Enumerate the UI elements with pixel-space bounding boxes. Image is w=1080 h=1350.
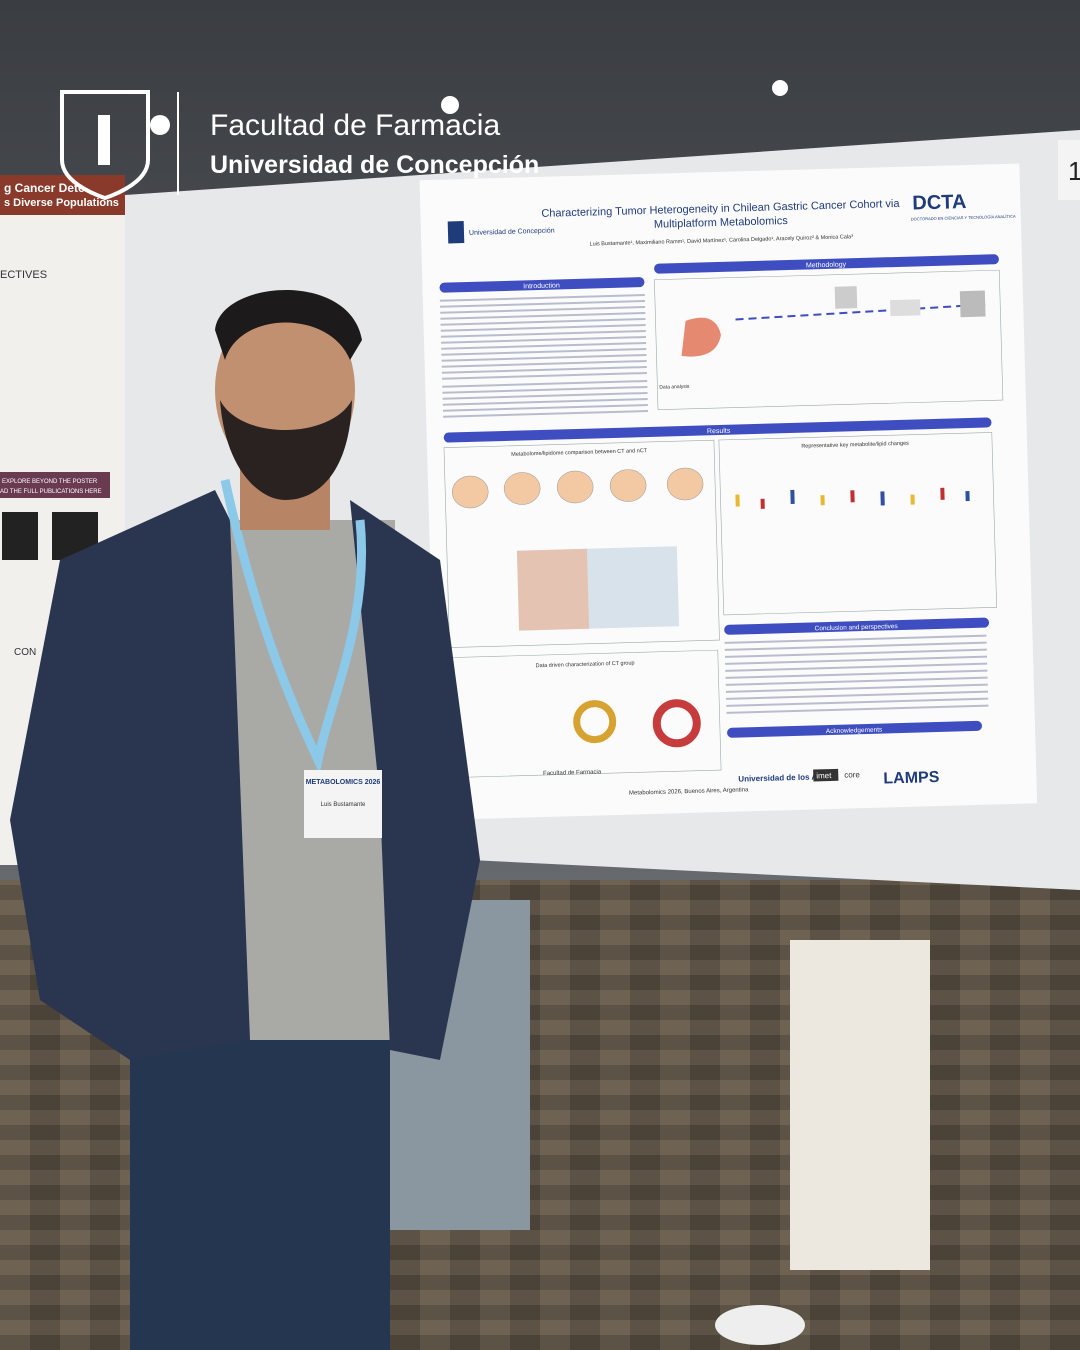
section-bar xyxy=(724,617,990,635)
section-heading: Introduction xyxy=(523,282,560,290)
jacket xyxy=(350,500,480,1060)
light xyxy=(150,115,170,135)
box-plots xyxy=(735,487,970,509)
results-box xyxy=(443,439,720,648)
badge xyxy=(304,770,382,838)
qr-code xyxy=(2,512,38,560)
left-poster-title: g Cancer Dete xyxy=(4,181,85,195)
text-lines xyxy=(439,294,649,418)
logo-box xyxy=(813,768,839,782)
badge-event: METABOLOMICS 2026 xyxy=(306,779,381,786)
lanyard xyxy=(220,479,367,775)
board-tag xyxy=(1058,140,1080,200)
subheading: Data analysis xyxy=(659,384,690,391)
light xyxy=(772,80,788,96)
section-bar xyxy=(727,720,982,738)
instrument-icon xyxy=(834,286,858,309)
subheading: Data driven characterization of CT group xyxy=(536,660,635,669)
left-poster-title: s Diverse Populations xyxy=(4,197,119,209)
logo xyxy=(447,221,465,244)
section-bar xyxy=(443,417,992,443)
donut-chart xyxy=(652,699,701,748)
person-background xyxy=(790,940,930,1270)
section-heading: Acknowledgements xyxy=(826,727,883,736)
faculty-name: Facultad de Farmacia xyxy=(210,109,500,142)
footer-logo: LAMPS xyxy=(883,769,940,788)
left-poster-text: AD THE FULL PUBLICATIONS HERE xyxy=(0,489,102,495)
poster-title: Multiplatform Metabolomics xyxy=(654,215,789,231)
donut-chart xyxy=(573,700,617,744)
logo-watermark xyxy=(60,90,179,201)
subheading: Metabolome/lipidome comparison between C… xyxy=(511,448,648,458)
badge-name: Luis Bustamante xyxy=(321,802,366,808)
footer-logo: imet xyxy=(816,771,832,780)
method-box xyxy=(654,269,1004,411)
footer-logo: core xyxy=(844,770,860,779)
subheading: Representative key metabolite/lipid chan… xyxy=(801,441,909,450)
pca-plots xyxy=(451,467,704,509)
section-heading: Results xyxy=(707,428,731,436)
footer-logo: Facultad de Farmacia xyxy=(543,769,602,777)
poster-logo-text: Universidad de Concepción xyxy=(469,228,555,237)
left-poster-text: EXPLORE BEYOND THE POSTER xyxy=(2,479,98,485)
hair xyxy=(215,290,362,360)
heatmap xyxy=(516,548,590,631)
instrument-icon xyxy=(959,290,986,318)
light xyxy=(441,96,459,114)
left-poster-header xyxy=(0,175,125,215)
results-box xyxy=(718,432,997,616)
stomach-icon xyxy=(681,317,721,357)
flow-arrow xyxy=(735,303,986,321)
poster-logo-sub: DOCTORADO EN CIENCIAS Y TECNOLOGÍA ANALÍ… xyxy=(911,214,1016,222)
jacket xyxy=(10,490,250,1060)
poster-logo-text: DCTA xyxy=(912,191,967,215)
shoe xyxy=(715,1305,805,1345)
beard xyxy=(220,400,352,500)
poster-footer: Metabolomics 2026, Buenos Aires, Argenti… xyxy=(629,787,749,796)
left-poster-section: ECTIVES xyxy=(0,269,47,281)
left-poster-band xyxy=(0,472,110,498)
jeans xyxy=(130,1020,390,1350)
left-poster-section: CON xyxy=(14,647,36,658)
section-heading: Conclusion and perspectives xyxy=(815,623,899,632)
board-number: 1 xyxy=(1068,156,1080,186)
footer-logo: Universidad de los Andes xyxy=(738,772,836,784)
instrument-icon xyxy=(890,299,921,317)
university-name: Universidad de Concepción xyxy=(210,151,539,179)
section-bar xyxy=(654,254,999,274)
text-lines xyxy=(724,634,989,714)
section-bar xyxy=(439,277,645,293)
section-heading: Methodology xyxy=(806,261,847,269)
